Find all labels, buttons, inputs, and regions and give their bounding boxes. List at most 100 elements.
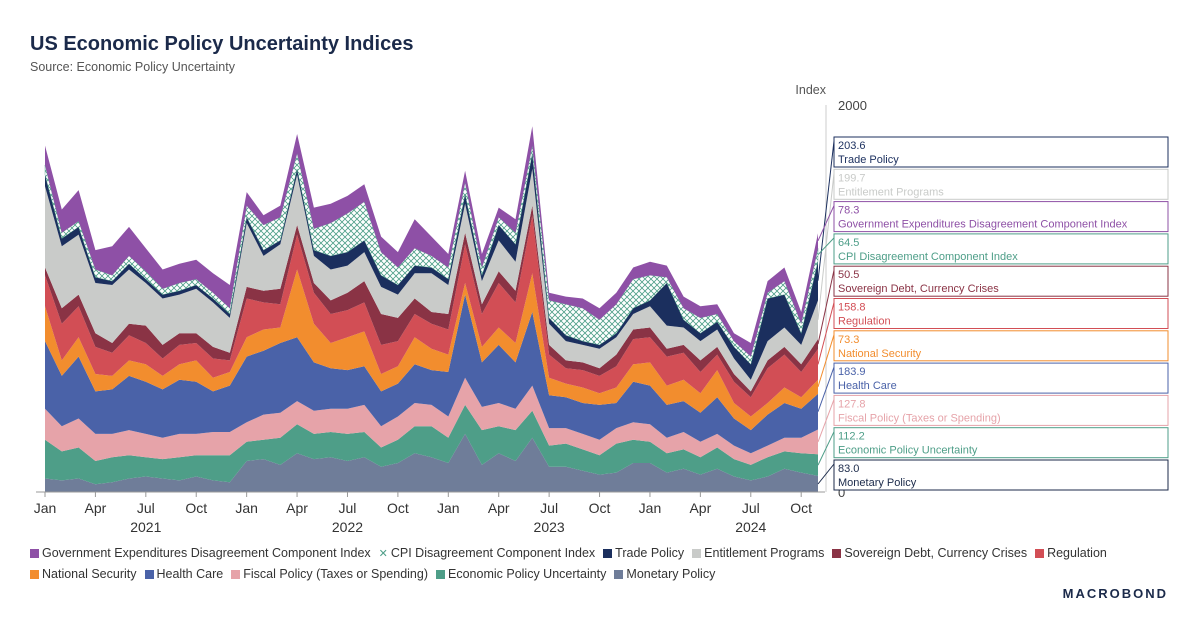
- legend-item: Sovereign Debt, Currency Crises: [832, 543, 1027, 563]
- label-box-frame: [833, 394, 1169, 426]
- x-tick-label: Oct: [790, 500, 812, 516]
- area-series-3: [45, 294, 818, 454]
- x-tick-label: Apr: [286, 500, 308, 516]
- value-label-box: 112.2 Economic Policy Uncertainty: [817, 427, 1169, 466]
- value-label-box: 73.3 National Security: [817, 330, 1169, 387]
- legend-label: Regulation: [1047, 546, 1107, 560]
- area-series-10: [45, 126, 818, 357]
- y-axis-title: Index: [795, 83, 826, 97]
- label-value: 203.6: [838, 140, 866, 152]
- value-label-box: 78.3 Government Expenditures Disagreement…: [817, 201, 1169, 242]
- value-label-box: 203.6 Trade Policy: [817, 136, 1169, 281]
- x-year-label: 2023: [534, 519, 565, 535]
- hatch-swatch-icon: ✕: [378, 548, 388, 560]
- legend-label: CPI Disagreement Component Index: [390, 546, 596, 560]
- macrobond-logo: MACROBOND: [1062, 586, 1168, 601]
- legend-swatch: [436, 570, 445, 579]
- label-series-name: Economic Policy Uncertainty: [838, 445, 978, 457]
- value-label-box: 50.5 Sovereign Debt, Currency Crises: [817, 265, 1169, 345]
- area-series-8: [45, 153, 818, 380]
- value-label-box: 83.0 Monetary Policy: [817, 459, 1169, 491]
- legend-swatch: [614, 570, 624, 579]
- value-label-box: 199.7 Entitlement Programs: [817, 168, 1169, 320]
- label-value: 73.3: [838, 334, 859, 346]
- x-tick-label: Apr: [689, 500, 711, 516]
- legend-item: ✕ CPI Disagreement Component Index: [379, 543, 596, 564]
- legend-label: Entitlement Programs: [704, 546, 825, 560]
- label-series-name: CPI Disagreement Component Index: [838, 251, 1018, 263]
- label-value: 78.3: [838, 205, 859, 217]
- legend-label: Sovereign Debt, Currency Crises: [844, 546, 1028, 560]
- x-year-label: 2022: [332, 519, 363, 535]
- area-series-6: [45, 205, 818, 398]
- label-connector: [817, 270, 835, 345]
- legend-swatch: [30, 549, 39, 558]
- legend-swatch: [1035, 549, 1045, 558]
- x-tick-label: Jul: [339, 500, 357, 516]
- legend-swatch: [144, 570, 154, 579]
- legend-label: Trade Policy: [615, 546, 685, 560]
- label-series-name: National Security: [838, 348, 922, 360]
- label-series-name: Health Care: [838, 380, 897, 392]
- area-series-9: [44, 145, 819, 365]
- label-box-frame: [833, 265, 1169, 297]
- x-tick-label: Jan: [437, 500, 460, 516]
- x-tick-label: Jan: [34, 500, 57, 516]
- label-value: 112.2: [838, 431, 865, 443]
- label-series-name: Entitlement Programs: [838, 186, 944, 198]
- legend-item: Government Expenditures Disagreement Com…: [30, 543, 371, 563]
- stacked-area-chart: Jan Apr Jul Oct Jan Apr Jul Oct Jan Apr Jul Oct Jan A…: [34, 83, 1169, 535]
- legend-item: Entitlement Programs: [692, 543, 824, 563]
- legend-item: Fiscal Policy (Taxes or Spending): [231, 564, 428, 584]
- x-tick-label: Jul: [540, 500, 558, 516]
- legend-label: Fiscal Policy (Taxes or Spending): [243, 567, 428, 581]
- legend-swatch: [231, 570, 241, 579]
- legend-swatch: [692, 549, 702, 558]
- label-box-frame: [833, 233, 1169, 265]
- chart-source: Source: Economic Policy Uncertainty: [30, 60, 235, 74]
- area-series-2: [45, 377, 818, 465]
- x-tick-label: Apr: [85, 500, 107, 516]
- label-value: 199.7: [838, 172, 866, 184]
- label-connector: [817, 237, 835, 256]
- label-series-name: Fiscal Policy (Taxes or Spending): [838, 412, 1001, 424]
- x-tick-label: Oct: [387, 500, 409, 516]
- value-label-box: 127.8 Fiscal Policy (Taxes or Spending): [817, 394, 1169, 443]
- chart-legend: Government Expenditures Disagreement Com…: [30, 543, 1170, 584]
- label-series-name: Regulation: [838, 316, 891, 328]
- label-box-frame: [833, 459, 1169, 491]
- legend-item: National Security: [30, 564, 137, 584]
- label-series-name: Trade Policy: [838, 154, 899, 166]
- chart-title: US Economic Policy Uncertainty Indices: [30, 33, 414, 55]
- x-tick-label: Oct: [589, 500, 611, 516]
- label-value: 50.5: [838, 269, 859, 281]
- label-value: 127.8: [838, 398, 866, 410]
- y-tick-label: 0: [838, 485, 845, 500]
- label-connector: [817, 431, 835, 466]
- area-series-7: [45, 168, 818, 392]
- label-box-frame: [833, 330, 1169, 362]
- x-tick-label: Jul: [742, 500, 760, 516]
- value-label-box: 64.5 CPI Disagreement Component Index: [817, 233, 1169, 265]
- label-connector: [817, 205, 835, 242]
- legend-label: Health Care: [156, 567, 224, 581]
- legend-swatch: [832, 549, 842, 558]
- label-connector: [817, 463, 835, 485]
- legend-item: Trade Policy: [603, 543, 684, 563]
- label-box-frame: [833, 427, 1169, 459]
- label-series-name: Sovereign Debt, Currency Crises: [838, 283, 999, 295]
- area-series-4: [45, 269, 818, 431]
- legend-swatch: [30, 570, 39, 579]
- label-connector: [817, 366, 835, 412]
- x-tick-label: Apr: [488, 500, 510, 516]
- x-tick-label: Jan: [639, 500, 662, 516]
- label-box-frame: [833, 201, 1169, 233]
- value-label-box: 183.9 Health Care: [817, 362, 1169, 412]
- x-tick-label: Jul: [137, 500, 155, 516]
- legend-label: National Security: [42, 567, 137, 581]
- legend-item: Economic Policy Uncertainty: [436, 564, 606, 584]
- value-label-box: 158.8 Regulation: [817, 298, 1169, 365]
- label-connector: [817, 302, 835, 365]
- area-series-5: [45, 215, 818, 417]
- area-series-1: [45, 404, 818, 485]
